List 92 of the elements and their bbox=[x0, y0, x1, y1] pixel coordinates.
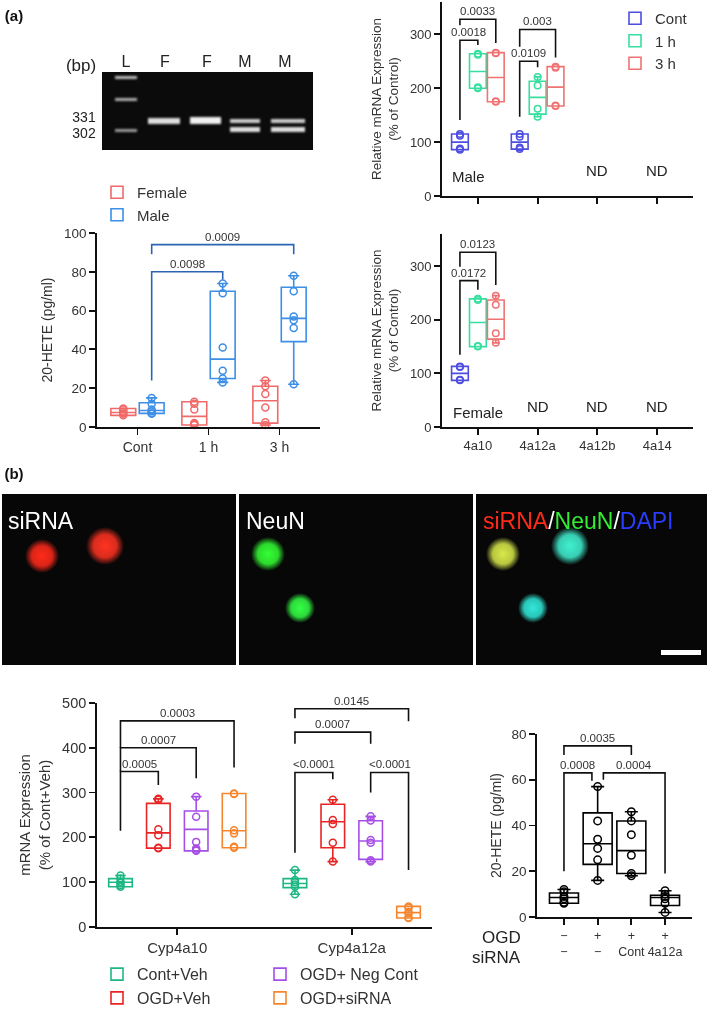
y-tick-label: 60 bbox=[71, 303, 87, 319]
y-tick-label: 0 bbox=[424, 419, 432, 435]
annotation: Female bbox=[453, 404, 504, 421]
text: M bbox=[238, 52, 252, 72]
y-tick-label: 0 bbox=[518, 909, 527, 925]
x-tick-label: + Cont bbox=[618, 928, 646, 960]
y-axis-title: mRNA Expression (% of Cont+Veh) bbox=[16, 754, 53, 876]
legend-label: 3 h bbox=[655, 55, 676, 73]
annotation: ND bbox=[586, 162, 608, 179]
annotation: ND bbox=[646, 398, 668, 415]
annotation: 0.0008 bbox=[560, 759, 596, 771]
annotation: 0.0098 bbox=[170, 258, 206, 270]
annotation: 0.0018 bbox=[451, 26, 487, 38]
annotation: 0.0145 bbox=[334, 695, 370, 707]
y-tick-label: 0 bbox=[78, 919, 87, 936]
text: F bbox=[202, 52, 212, 72]
annotation: ND bbox=[527, 398, 549, 415]
y-axis-title: Relative mRNA Expression (% of Control) bbox=[368, 17, 402, 181]
y-tick-label: 200 bbox=[409, 312, 432, 328]
text: (b) bbox=[4, 465, 24, 483]
annotation: Male bbox=[452, 168, 485, 185]
x-tick-label: Cont bbox=[122, 438, 153, 455]
text: 302 bbox=[72, 124, 96, 142]
y-tick-label: 20 bbox=[511, 863, 527, 879]
legend-label: Cont+Veh bbox=[137, 966, 208, 984]
legend-label: Cont bbox=[655, 10, 688, 28]
text: L bbox=[121, 52, 131, 72]
y-tick-label: 20 bbox=[71, 380, 87, 396]
x-tick-label: + − bbox=[593, 928, 602, 960]
legend-label: Male bbox=[137, 206, 170, 224]
y-tick-label: 200 bbox=[62, 829, 87, 846]
text: NeuN bbox=[246, 507, 305, 535]
annotation: 0.0004 bbox=[616, 759, 652, 771]
annotation: 0.0005 bbox=[122, 758, 158, 770]
y-tick-label: 0 bbox=[78, 419, 87, 435]
annotation: 0.0123 bbox=[460, 238, 496, 250]
annotation: 0.0172 bbox=[451, 267, 487, 279]
annotation: <0.0001 bbox=[293, 758, 335, 770]
text: OGD bbox=[482, 928, 521, 947]
legend-label: OGD+siRNA bbox=[300, 990, 392, 1008]
legend-label: OGD+Veh bbox=[137, 990, 211, 1008]
y-tick-label: 100 bbox=[63, 225, 87, 241]
y-tick-label: 40 bbox=[71, 342, 87, 358]
y-tick-label: 100 bbox=[409, 134, 432, 150]
y-tick-label: 80 bbox=[511, 726, 527, 742]
y-tick-label: 400 bbox=[62, 739, 87, 756]
legend-label: Female bbox=[137, 184, 188, 202]
annotation: <0.0001 bbox=[369, 758, 411, 770]
text: (a) bbox=[4, 7, 24, 25]
annotation: 0.0033 bbox=[460, 5, 496, 17]
annotation: 0.003 bbox=[523, 15, 552, 27]
annotation: 0.0109 bbox=[511, 47, 547, 59]
text: 331 bbox=[72, 108, 96, 126]
legend-label: 1 h bbox=[655, 32, 676, 50]
text: M bbox=[278, 52, 292, 72]
x-tick-label: Cyp4a12a bbox=[317, 938, 387, 956]
annotation: 0.0009 bbox=[205, 231, 241, 243]
y-tick-label: 500 bbox=[62, 695, 87, 712]
x-tick-label: + 4a12a bbox=[647, 928, 683, 960]
x-tick-label: 4a12a bbox=[519, 438, 557, 454]
annotation: 0.0007 bbox=[315, 718, 351, 730]
annotation: 0.0003 bbox=[160, 707, 196, 719]
y-tick-label: 300 bbox=[62, 784, 87, 801]
annotation: ND bbox=[586, 398, 608, 415]
y-tick-label: 100 bbox=[62, 874, 87, 891]
x-tick-label: 4a12b bbox=[579, 438, 616, 454]
text: F bbox=[160, 52, 170, 72]
y-axis-title: Relative mRNA Expression (% of Control) bbox=[368, 249, 402, 412]
y-tick-label: 300 bbox=[409, 26, 432, 42]
y-tick-label: 200 bbox=[409, 80, 432, 96]
x-tick-label: 1 h bbox=[198, 438, 219, 455]
x-tick-label: 3 h bbox=[269, 438, 290, 455]
y-tick-label: 100 bbox=[409, 365, 432, 381]
text: siRNA bbox=[472, 948, 521, 967]
annotation: 0.0007 bbox=[141, 734, 177, 746]
x-tick-label: − − bbox=[560, 928, 568, 960]
x-tick-label: Cyp4a10 bbox=[147, 938, 208, 956]
text: siRNA bbox=[8, 507, 74, 535]
y-axis-title: 20-HETE (pg/ml) bbox=[488, 772, 505, 879]
y-tick-label: 80 bbox=[71, 264, 87, 280]
legend-label: OGD+ Neg Cont bbox=[300, 966, 419, 984]
text: (bp) bbox=[65, 56, 97, 76]
y-tick-label: 40 bbox=[511, 818, 527, 834]
x-tick-label: 4a14 bbox=[642, 438, 672, 454]
y-axis-title: 20-HETE (pg/ml) bbox=[38, 277, 55, 383]
y-tick-label: 300 bbox=[409, 258, 432, 274]
annotation: 0.0035 bbox=[580, 732, 616, 744]
text: siRNA/NeuN/DAPI bbox=[483, 507, 674, 534]
y-tick-label: 0 bbox=[424, 188, 432, 204]
x-tick-label: 4a10 bbox=[463, 438, 493, 454]
annotation: ND bbox=[646, 162, 668, 179]
y-tick-label: 60 bbox=[511, 772, 527, 788]
